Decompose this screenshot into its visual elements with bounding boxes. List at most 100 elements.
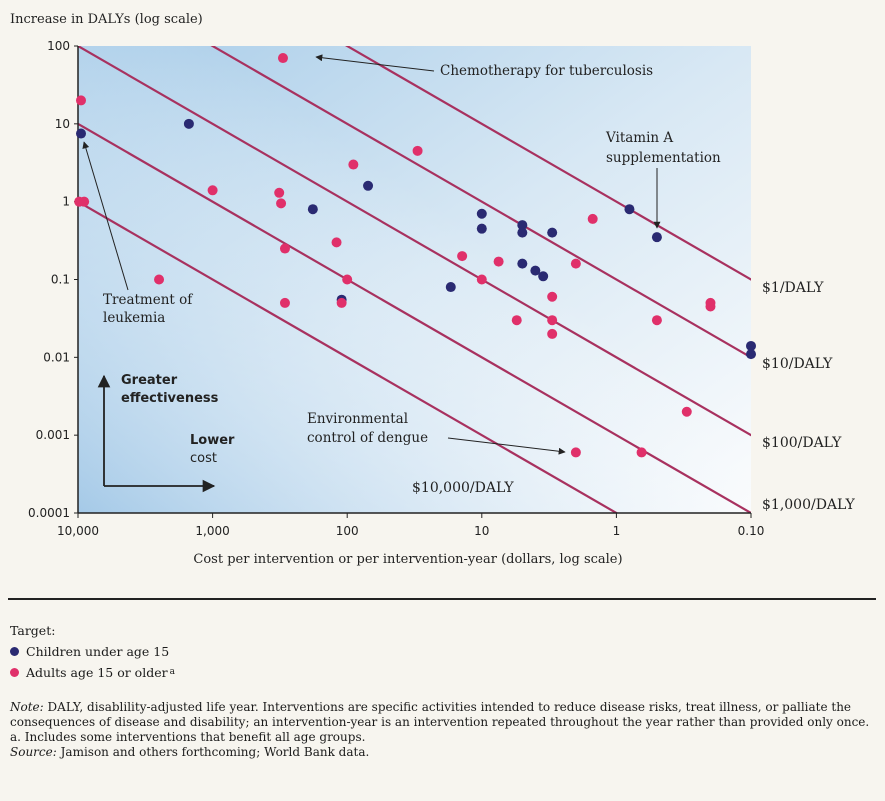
- notes: Note: DALY, disablility-adjusted life ye…: [10, 700, 875, 760]
- isocost-label: $10,000/DALY: [412, 480, 514, 496]
- note-label: Note:: [10, 700, 44, 714]
- isocost-label: $10/DALY: [762, 356, 833, 372]
- data-point-adults: [547, 315, 558, 326]
- annotation-dengue: Environmental control of dengue: [307, 411, 566, 455]
- data-point-adults: [547, 291, 558, 302]
- isocost-line: [78, 46, 751, 437]
- data-point-adults: [348, 159, 359, 170]
- data-point-adults: [336, 297, 347, 308]
- annotation-vitamin-line2: supplementation: [606, 150, 721, 166]
- adults-dot-icon: [10, 668, 19, 677]
- data-point-adults: [705, 301, 716, 312]
- footnote-a: a. Includes some interventions that bene…: [10, 730, 366, 744]
- effectiveness-callout: Greater effectiveness: [97, 373, 219, 486]
- data-point-children: [75, 128, 86, 139]
- cost-effectiveness-chart: Increase in DALYs (log scale) 1001010.10…: [10, 12, 855, 567]
- data-point-adults: [207, 185, 218, 196]
- data-point-adults: [476, 274, 487, 285]
- annotation-vitamin: Vitamin A supplementation: [605, 130, 721, 229]
- data-point-adults: [570, 447, 581, 458]
- cost-callout: Lower cost: [104, 433, 235, 493]
- isocost-line: [345, 46, 751, 281]
- note-text: DALY, disablility-adjusted life year. In…: [10, 700, 870, 729]
- x-tick-label: 1: [613, 524, 621, 538]
- data-point-adults: [412, 145, 423, 156]
- data-point-adults: [570, 258, 581, 269]
- data-point-adults: [75, 95, 86, 106]
- annotation-chemo: Chemotherapy for tuberculosis: [315, 54, 653, 79]
- annotation-dengue-line2: control of dengue: [307, 430, 428, 446]
- data-point-adults: [457, 251, 468, 262]
- x-axis-label: Cost per intervention or per interventio…: [193, 552, 622, 567]
- isocost-labels: $1/DALY $10/DALY $100/DALY $1,000/DALY $10,0…: [412, 280, 855, 513]
- data-point-children: [517, 220, 528, 231]
- data-point-children: [476, 208, 487, 219]
- isocost-lines: [78, 46, 751, 513]
- data-point-children: [307, 204, 318, 215]
- data-points: [74, 53, 756, 458]
- annotation-chemo-arrow: [315, 54, 435, 72]
- y-tick-label: 100: [47, 39, 70, 53]
- isocost-line: [210, 46, 751, 359]
- annotation-dengue-arrow: [447, 437, 566, 455]
- data-point-children: [517, 227, 528, 238]
- divider: [8, 598, 876, 600]
- data-point-adults: [493, 256, 504, 267]
- data-point-adults: [547, 328, 558, 339]
- y-tick-label: 0.1: [51, 273, 70, 287]
- isocost-line: [78, 200, 619, 513]
- annotation-leukemia-line2: leukemia: [103, 310, 165, 326]
- annotation-dengue-line1: Environmental: [307, 411, 408, 427]
- data-point-adults: [681, 406, 692, 417]
- data-point-children: [746, 340, 756, 351]
- data-point-adults: [279, 297, 290, 308]
- y-tick-label: 1: [62, 195, 70, 209]
- annotation-chemo-text: Chemotherapy for tuberculosis: [440, 63, 653, 79]
- data-point-children: [183, 118, 194, 129]
- data-point-adults: [274, 187, 285, 198]
- source-label: Source:: [10, 745, 57, 759]
- legend-adults-label: Adults age 15 or older: [26, 665, 168, 680]
- x-tick-label: 0.10: [738, 524, 765, 538]
- data-point-adults: [277, 53, 288, 64]
- annotation-leukemia-line1: Treatment of: [103, 292, 193, 308]
- isocost-label: $1,000/DALY: [762, 497, 855, 513]
- data-point-children: [538, 271, 549, 282]
- x-tick-label: 100: [336, 524, 359, 538]
- effectiveness-line1: Greater: [121, 373, 178, 388]
- data-point-children: [530, 265, 541, 276]
- data-point-children: [363, 180, 374, 191]
- x-tick-label: 10,000: [57, 524, 99, 538]
- children-dot-icon: [10, 647, 19, 656]
- y-tick-label: 10: [55, 117, 70, 131]
- legend-title: Target:: [10, 623, 56, 638]
- data-point-children: [517, 258, 528, 269]
- legend-children-label: Children under age 15: [26, 644, 170, 659]
- isocost-line: [78, 122, 751, 513]
- annotation-leukemia-arrow: [82, 141, 129, 291]
- data-point-children: [547, 227, 558, 238]
- data-point-adults: [342, 274, 353, 285]
- legend-adults-footnote: a: [169, 667, 175, 677]
- x-tick-label: 1,000: [195, 524, 229, 538]
- y-axis-label: Increase in DALYs (log scale): [10, 12, 203, 27]
- source-text: Jamison and others forthcoming; World Ba…: [60, 745, 370, 759]
- data-point-children: [651, 232, 662, 243]
- annotation-leukemia: Treatment of leukemia: [82, 141, 193, 326]
- y-tick-label: 0.01: [43, 350, 70, 364]
- data-point-adults: [651, 315, 662, 326]
- legend-item-children: Children under age 15: [10, 641, 175, 662]
- y-tick-label: 0.001: [36, 428, 70, 442]
- data-point-adults: [511, 315, 522, 326]
- legend: Target: Children under age 15 Adults age…: [10, 620, 175, 683]
- cost-line2: cost: [190, 451, 217, 466]
- data-point-children: [445, 282, 456, 293]
- annotation-vitamin-line1: Vitamin A: [605, 130, 673, 146]
- data-point-children: [746, 349, 756, 360]
- data-point-adults: [636, 447, 647, 458]
- y-tick-label: 0.0001: [28, 506, 70, 520]
- y-ticks: 100 10 1 0.1 0.01 0.001 0.0001: [28, 39, 78, 520]
- isocost-label: $1/DALY: [762, 280, 824, 296]
- x-tick-label: 10: [474, 524, 489, 538]
- data-point-adults: [276, 198, 287, 209]
